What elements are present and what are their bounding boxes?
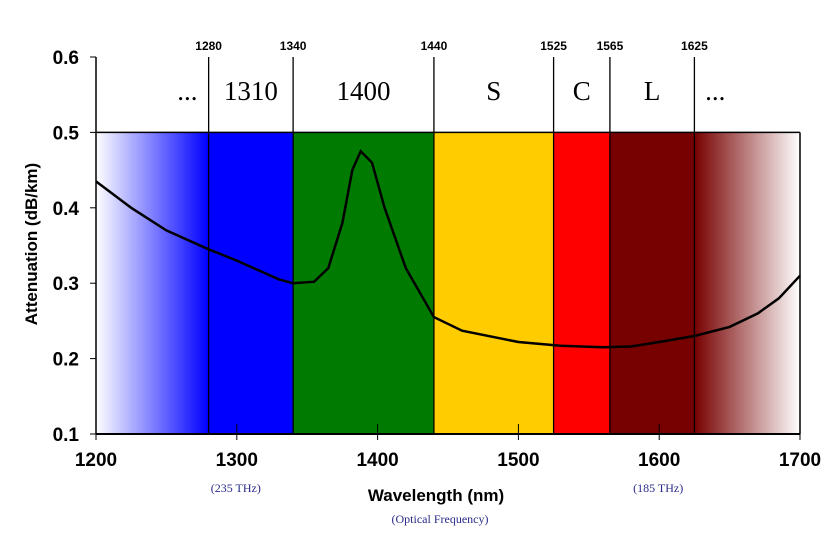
- band-label-1: 1310: [224, 76, 278, 106]
- band-label-3: S: [486, 76, 501, 106]
- band-label-2: 1400: [337, 76, 391, 106]
- x-tick-label: 1200: [75, 450, 117, 471]
- x-axis-sublabel: (Optical Frequency): [392, 512, 489, 526]
- band-rect-6: [694, 132, 800, 434]
- y-tick-label: 0.5: [53, 123, 80, 144]
- x-axis-label: Wavelength (nm): [368, 486, 504, 505]
- band-rect-3: [433, 132, 554, 434]
- frequency-annotation: (185 THz): [633, 481, 683, 495]
- x-tick-label: 1600: [638, 450, 680, 471]
- attenuation-curve: [95, 149, 801, 349]
- band-boundary-label: 1625: [681, 39, 708, 53]
- y-tick-label: 0.2: [53, 350, 79, 371]
- x-tick-label: 1700: [779, 450, 821, 471]
- axes: 1280 1340 1440 1525 1565 1625 0.1 0.2 0.3 0.4 0.5 0…: [53, 39, 822, 495]
- y-tick-label: 0.6: [53, 48, 79, 69]
- band-boundary-label: 1440: [421, 39, 448, 53]
- y-tick-label: 0.3: [53, 274, 79, 295]
- band-rect-4: [553, 132, 610, 434]
- band-rect-0: [96, 132, 209, 434]
- band-label-0: ...: [177, 76, 197, 106]
- x-tick-label: 1400: [356, 450, 398, 471]
- y-tick-label: 0.4: [53, 199, 80, 220]
- wavelength-bands: ... 1310 1400 S C L...: [96, 76, 800, 434]
- band-label-4: C: [573, 76, 591, 106]
- band-boundary-label: 1340: [280, 39, 307, 53]
- band-boundary-label: 1525: [540, 39, 567, 53]
- y-axis-label: Attenuation (dB/km): [22, 163, 41, 325]
- x-tick-label: 1300: [216, 450, 258, 471]
- y-tick-label: 0.1: [53, 425, 80, 446]
- band-boundary-label: 1280: [195, 39, 222, 53]
- band-rect-2: [293, 132, 434, 434]
- x-tick-label: 1500: [497, 450, 539, 471]
- band-rect-1: [208, 132, 294, 434]
- frequency-annotation: (235 THz): [211, 481, 261, 495]
- band-label-5: L: [644, 76, 661, 106]
- band-boundary-label: 1565: [597, 39, 624, 53]
- band-rect-5: [609, 132, 695, 434]
- band-label-6: ...: [705, 76, 725, 106]
